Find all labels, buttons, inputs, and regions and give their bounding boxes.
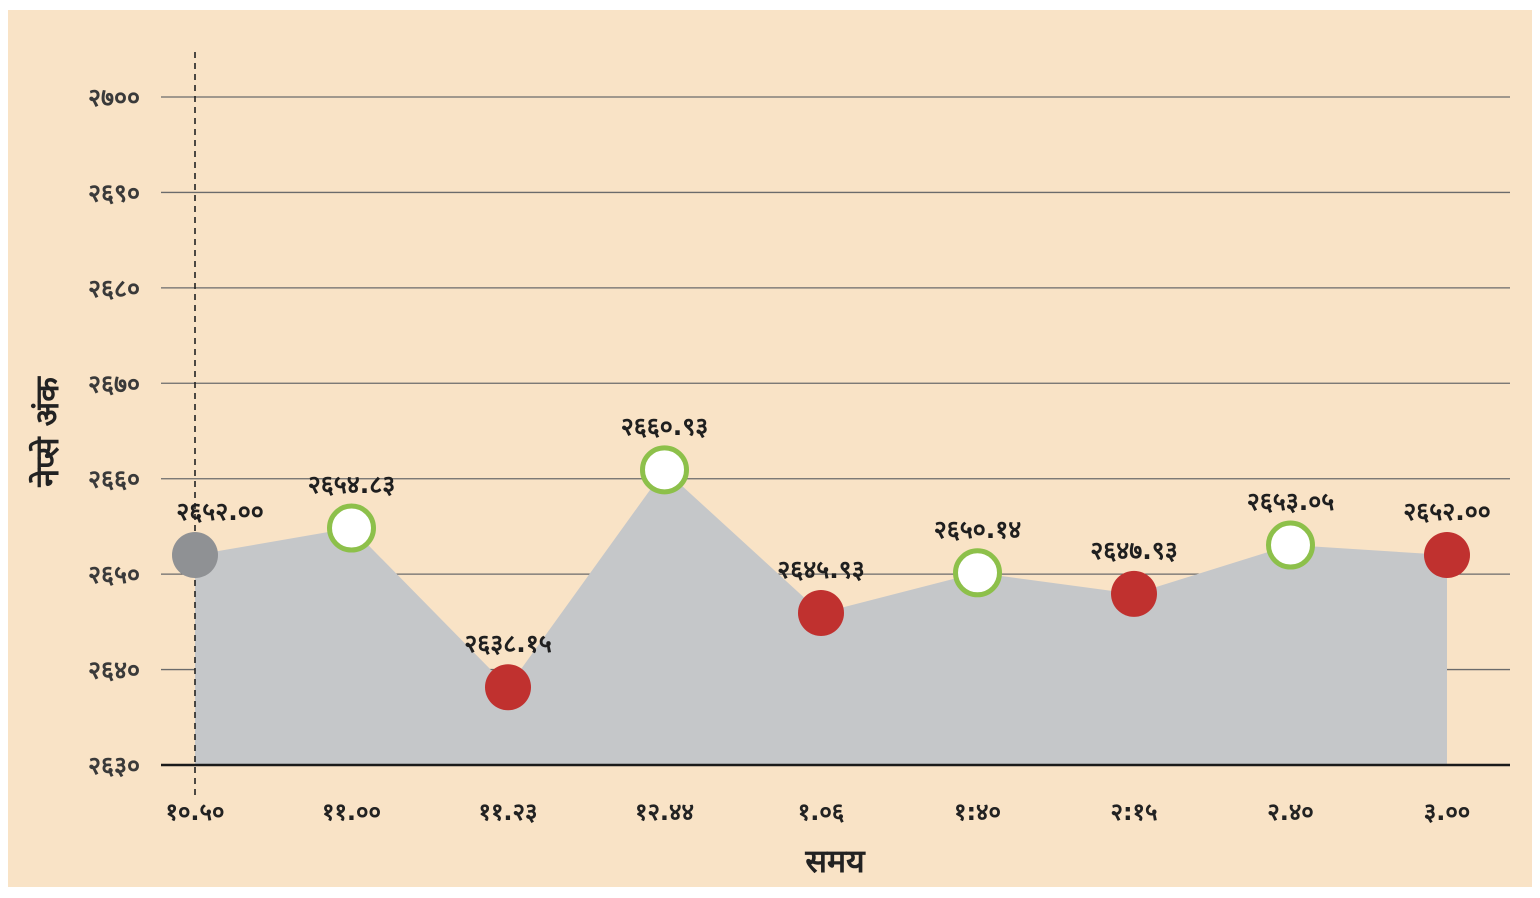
data-point-up [1266,520,1315,570]
data-label: २६५०.१४ [934,515,1022,544]
data-label: २६४५.९३ [777,555,865,584]
data-point-down [1424,532,1470,579]
data-point-down [485,664,531,711]
x-tick-label: ११.०० [322,798,381,826]
data-point-up [327,503,376,553]
y-tick-label: २६६० [88,465,140,494]
y-tick-label: २७०० [88,83,140,112]
y-tick-label: २६४० [88,656,140,685]
x-axis-title: समय [804,842,866,880]
y-tick-label: २६५० [88,560,140,589]
chart-svg: २७०० २६९० २६८० २६७० २६६० २६५० २६४० २६३० १०.५० ११… [28,52,1510,880]
data-point-neutral [172,532,218,579]
y-tick-label: २६८० [88,274,140,303]
data-label: २६५२.०० [1403,497,1491,526]
chart-panel: २७०० २६९० २६८० २६७० २६६० २६५० २६४० २६३० १०.५० ११… [8,10,1532,887]
x-tick-label: ३.०० [1424,798,1471,826]
data-point-up [640,445,689,495]
axes [161,52,1510,795]
x-tick-label: २:१५ [1110,798,1157,826]
data-label: २६४७.९३ [1090,536,1178,565]
data-label: २६६०.९३ [621,412,709,441]
y-axis-title: नेप्से अंक [28,376,66,488]
y-tick-label: २६३० [88,751,140,780]
data-label: २६३८.१५ [464,629,552,658]
data-point-down [1111,570,1157,617]
data-labels: २६५२.०० २६५४.८३ २६३८.१५ २६६०.९३ २६४५.९३ २६५०.… [176,412,1491,658]
data-point-up [953,548,1002,598]
x-tick-label: १:४० [954,798,1001,826]
data-label: २६५४.८३ [308,470,396,499]
x-tick-label: १.०६ [798,798,845,826]
x-tick-label: २.४० [1267,798,1314,826]
y-tick-labels: २७०० २६९० २६८० २६७० २६६० २६५० २६४० २६३० [88,83,140,780]
y-tick-label: २६९० [88,178,140,207]
data-label: २६५२.०० [176,497,264,526]
x-tick-labels: १०.५० ११.०० ११.२३ १२.४४ १.०६ १:४० २:१५ २.४० ३.०० [165,798,1470,826]
data-markers [172,445,1470,711]
x-tick-label: ११.२३ [478,798,537,826]
y-tick-label: २६७० [88,369,140,398]
x-tick-label: १२.४४ [635,798,694,826]
data-point-down [798,589,844,636]
x-tick-label: १०.५० [165,798,224,826]
data-label: २६५३.०५ [1247,487,1335,516]
